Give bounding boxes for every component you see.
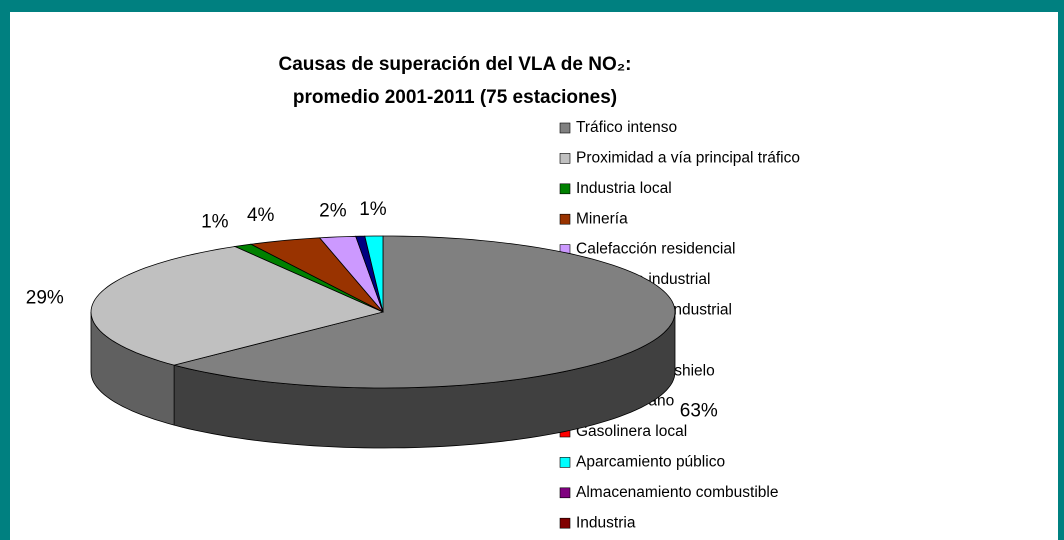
legend-swatch bbox=[559, 213, 571, 225]
data-label: 1% bbox=[201, 212, 229, 233]
legend-label: Aparcamiento público bbox=[576, 453, 725, 470]
legend-swatch bbox=[559, 457, 571, 468]
legend-label: Calefacción residencial bbox=[576, 241, 735, 258]
data-label: 2% bbox=[319, 200, 347, 221]
data-label: 29% bbox=[26, 288, 64, 309]
legend-swatch bbox=[559, 122, 571, 134]
data-label: 1% bbox=[359, 199, 387, 220]
legend-label: Gasolinera local bbox=[576, 423, 687, 440]
data-label: 63% bbox=[680, 401, 718, 422]
legend-label: Minería bbox=[576, 210, 628, 227]
legend-swatch bbox=[559, 517, 571, 529]
data-label: 4% bbox=[247, 205, 275, 226]
chart-title: Causas de superación del VLA de NO₂: bbox=[279, 54, 632, 75]
legend-label: Industria local bbox=[576, 180, 672, 197]
chart-title: promedio 2001-2011 (75 estaciones) bbox=[293, 87, 617, 108]
pie-slice bbox=[364, 235, 384, 313]
legend-swatch bbox=[559, 153, 571, 164]
legend-label: Industria bbox=[576, 514, 636, 531]
legend-label: Almacenamiento combustible bbox=[576, 484, 778, 501]
pie-slice bbox=[90, 246, 385, 366]
legend-swatch bbox=[559, 487, 571, 499]
legend-swatch bbox=[559, 183, 571, 195]
legend-label: Proximidad a vía principal tráfico bbox=[576, 149, 800, 166]
legend-label: Tráfico intenso bbox=[576, 119, 677, 136]
pie-slice bbox=[249, 237, 384, 313]
pie-slice bbox=[173, 235, 676, 389]
pie-tops bbox=[90, 235, 676, 389]
